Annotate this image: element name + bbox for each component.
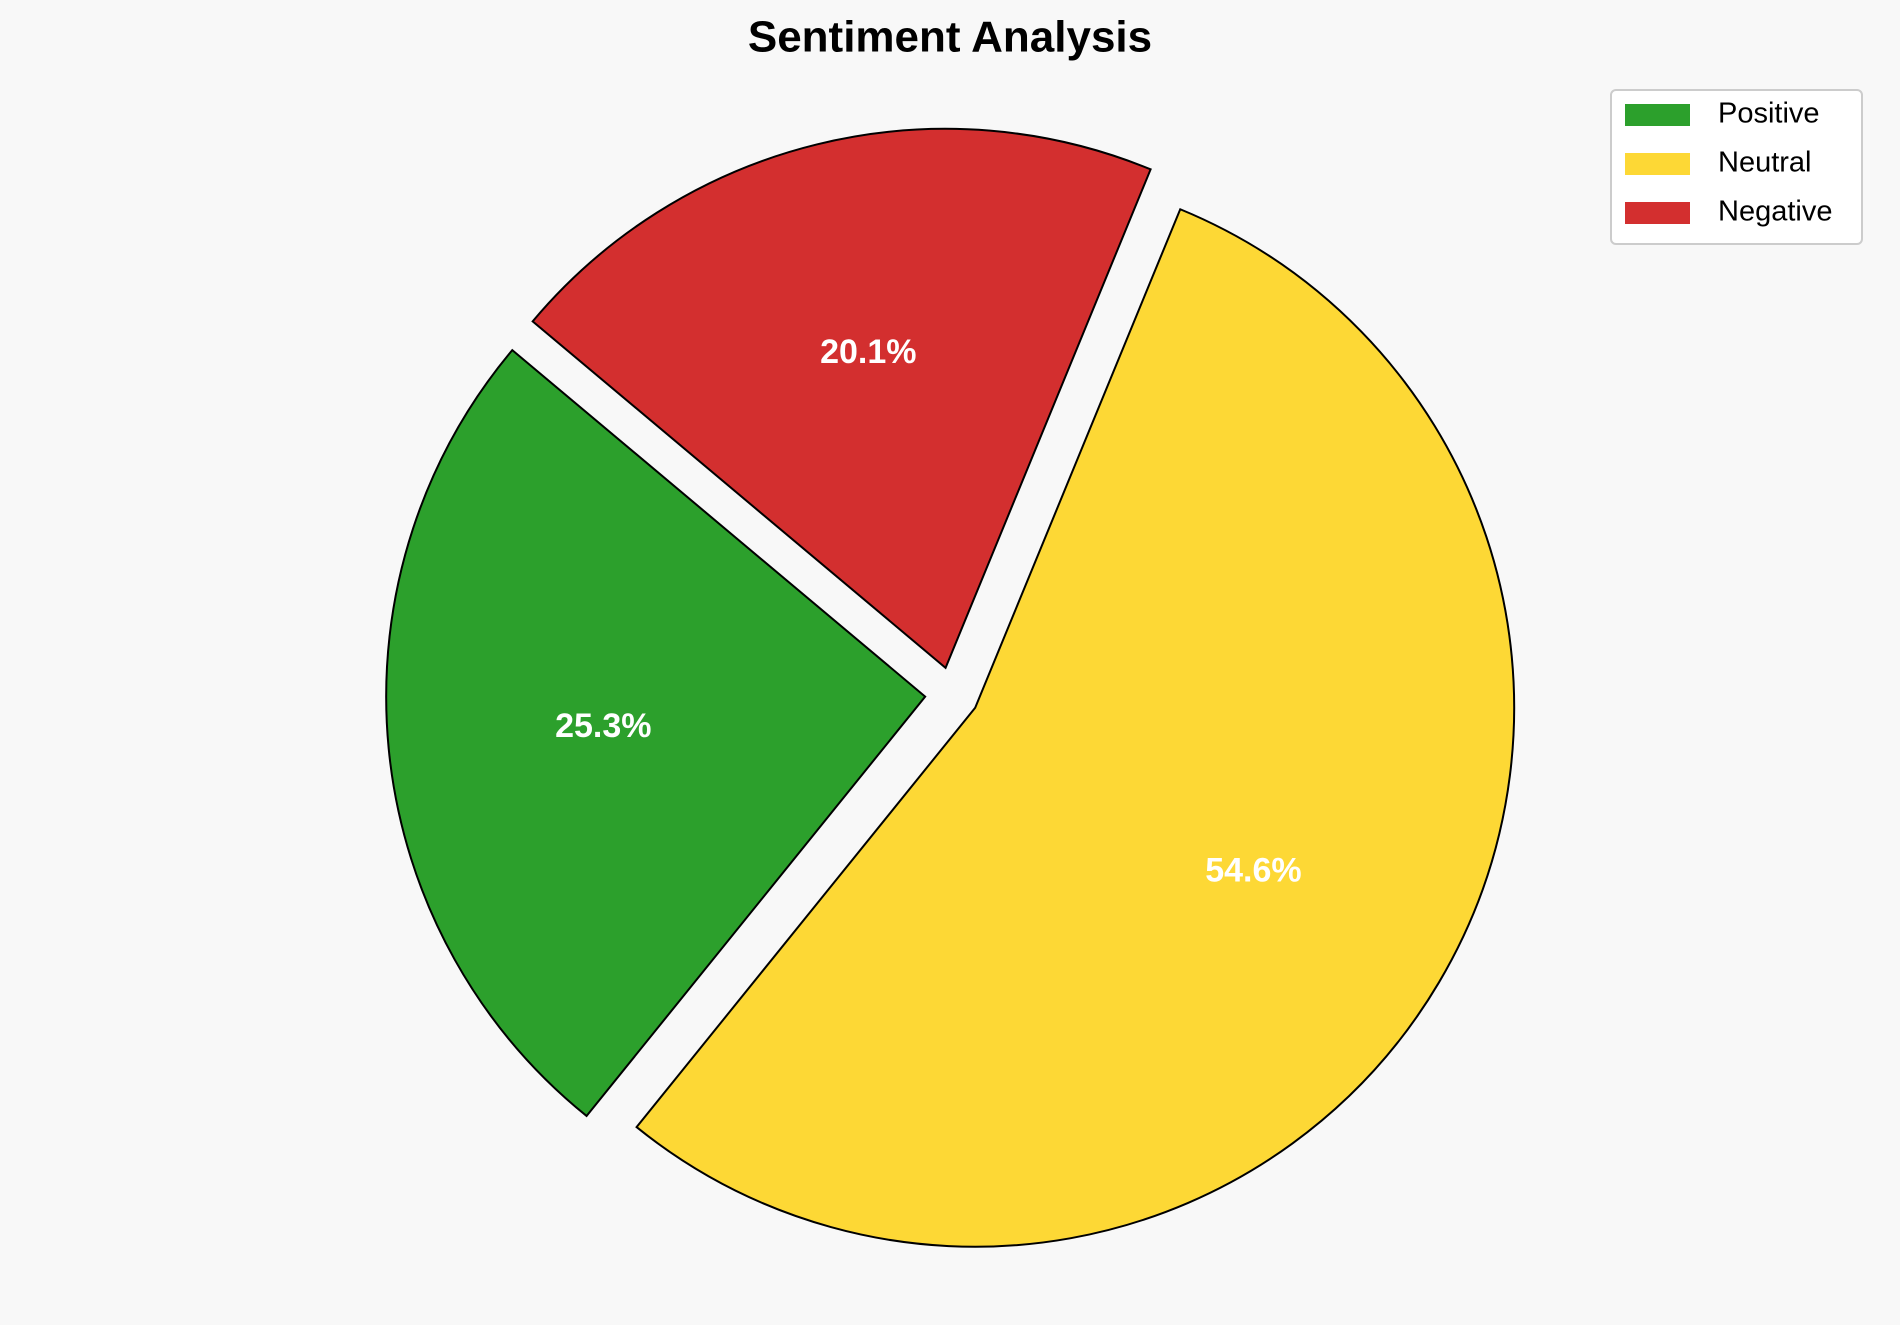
pie-slice (635, 207, 1516, 1248)
legend-label: Negative (1718, 196, 1832, 228)
legend-swatch (1625, 104, 1690, 126)
pie-slice (531, 127, 1152, 670)
slice-label: 25.3% (555, 707, 651, 745)
legend-swatch (1625, 202, 1690, 224)
legend: Positive Neutral Negative (1610, 89, 1863, 245)
legend-label: Positive (1718, 98, 1820, 130)
pie-slice (385, 348, 927, 1118)
legend-label: Neutral (1718, 147, 1812, 179)
legend-swatch (1625, 153, 1690, 175)
slice-label: 20.1% (820, 333, 916, 371)
chart-title: Sentiment Analysis (748, 13, 1152, 62)
slice-label: 54.6% (1205, 852, 1301, 890)
